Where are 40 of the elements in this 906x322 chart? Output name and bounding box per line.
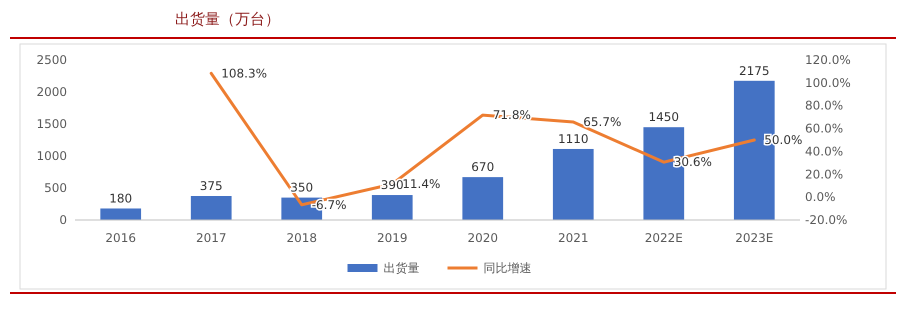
y2-tick-label: 80.0% xyxy=(805,98,844,113)
x-tick-label: 2019 xyxy=(376,231,408,245)
data-label: 2175 xyxy=(739,64,770,78)
x-tick-label: 2016 xyxy=(105,231,136,245)
bar xyxy=(100,208,142,220)
y-tick-label: 0 xyxy=(59,213,67,227)
bar xyxy=(552,148,594,220)
data-label: 1110 xyxy=(558,132,589,146)
data-label: 670 xyxy=(471,160,494,174)
x-tick-label: 2017 xyxy=(196,231,226,245)
y2-tick-label: 100.0% xyxy=(805,76,851,90)
x-tick-label: 2021 xyxy=(558,231,589,245)
bar xyxy=(190,196,232,220)
y-tick-label: 500 xyxy=(44,181,67,195)
data-label: 108.3% xyxy=(221,66,267,80)
legend-label: 同比增速 xyxy=(484,261,532,275)
y-tick-label: 1500 xyxy=(36,117,67,131)
y2-tick-label: 60.0% xyxy=(805,122,844,136)
bar xyxy=(462,177,504,220)
y-tick-label: 2500 xyxy=(36,53,67,67)
legend-label: 出货量 xyxy=(384,261,420,275)
data-label: 1450 xyxy=(648,110,680,124)
y2-tick-label: 40.0% xyxy=(805,144,844,158)
data-label: 65.7% xyxy=(583,115,622,130)
x-tick-label: 2020 xyxy=(467,231,498,245)
y-tick-label: 1000 xyxy=(36,149,67,163)
data-label: 180 xyxy=(109,191,132,206)
data-label: 11.4% xyxy=(402,177,440,192)
y2-tick-label: 120.0% xyxy=(805,53,851,67)
y-tick-label: 2000 xyxy=(36,85,67,99)
chart-title: 出货量（万台） xyxy=(175,10,280,28)
y2-tick-label: 0.0% xyxy=(805,190,836,204)
data-label: 375 xyxy=(200,179,223,193)
y2-tick-label: 20.0% xyxy=(805,167,844,182)
bar xyxy=(372,195,413,220)
x-tick-label: 2022E xyxy=(644,231,683,245)
data-label: 350 xyxy=(290,180,314,195)
x-tick-label: 2023E xyxy=(735,231,774,245)
y2-tick-label: -20.0% xyxy=(805,213,848,227)
x-tick-label: 2018 xyxy=(286,231,318,245)
